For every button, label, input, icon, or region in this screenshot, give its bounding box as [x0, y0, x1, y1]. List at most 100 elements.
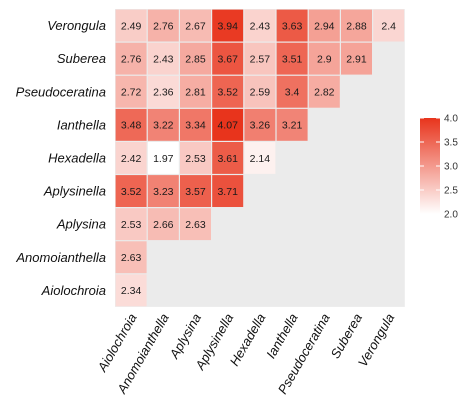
heatmap-cell: [180, 108, 211, 141]
cell-value-label: 2.81: [185, 87, 206, 99]
cell-value-label: 2.88: [346, 20, 367, 32]
cell-value-label: 2.82: [314, 87, 335, 99]
row-label: Aplysinella: [43, 184, 106, 199]
heatmap-cell: [180, 42, 211, 75]
cell-value-label: 2.9: [317, 53, 332, 65]
legend-tick-label: 3.0: [444, 162, 458, 173]
heatmap-cell: [373, 9, 405, 42]
heatmap-cell: [115, 142, 147, 174]
cell-value-label: 2.76: [153, 20, 174, 32]
cell-value-label: 2.49: [121, 20, 142, 32]
cell-value-label: 3.61: [217, 153, 238, 165]
heatmap-cell: [276, 108, 308, 141]
legend-colorbar: [420, 118, 440, 214]
heatmap-cell: [212, 175, 244, 207]
heatmap-cell: [180, 175, 211, 207]
cell-value-label: 3.52: [217, 87, 238, 99]
cell-value-label: 3.21: [282, 120, 303, 132]
cell-value-label: 2.72: [121, 87, 142, 99]
cell-value-label: 2.57: [250, 53, 271, 65]
heatmap-cell: [244, 42, 276, 75]
heatmap-cell: [244, 9, 276, 42]
cell-value-label: 2.85: [185, 53, 206, 65]
cell-value-label: 2.4: [381, 20, 396, 32]
heatmap-cell: [180, 75, 211, 108]
row-label: Verongula: [47, 18, 106, 33]
row-label: Pseudoceratina: [16, 84, 106, 99]
heatmap-cell: [147, 175, 179, 207]
cell-value-label: 3.51: [282, 53, 303, 65]
heatmap-cell: [212, 9, 244, 42]
heatmap-cell: [276, 42, 308, 75]
heatmap-cell: [212, 142, 244, 174]
cell-value-label: 3.23: [153, 186, 174, 198]
cell-value-label: 3.4: [285, 87, 300, 99]
legend-tick-label: 2.0: [444, 210, 458, 221]
row-label: Aplysina: [56, 217, 106, 232]
heatmap-cell: [115, 241, 147, 274]
cell-value-label: 3.57: [185, 186, 206, 198]
row-label: Suberea: [57, 51, 106, 66]
cell-value-label: 2.59: [250, 87, 271, 99]
heatmap-cell: [147, 208, 179, 241]
heatmap-cell: [147, 42, 179, 75]
heatmap-cell: [244, 108, 276, 141]
heatmap-cell: [180, 208, 211, 241]
cell-value-label: 2.43: [153, 53, 174, 65]
heatmap-cell: [308, 42, 340, 75]
cell-value-label: 3.67: [217, 53, 238, 65]
heatmap-cell: [147, 75, 179, 108]
cell-value-label: 2.63: [185, 219, 206, 231]
heatmap-cell: [115, 108, 147, 141]
cell-value-label: 2.53: [185, 153, 206, 165]
row-label: Anomoianthella: [15, 250, 106, 265]
heatmap-cell: [180, 9, 211, 42]
heatmap-cell: [147, 142, 179, 174]
heatmap-cell: [244, 75, 276, 108]
cell-value-label: 3.52: [121, 186, 142, 198]
heatmap-cell: [115, 42, 147, 75]
cell-value-label: 2.94: [314, 20, 335, 32]
heatmap-cell: [308, 75, 340, 108]
cell-value-label: 3.48: [121, 120, 142, 132]
heatmap-cell: [180, 142, 211, 174]
legend-tick-label: 3.5: [444, 138, 458, 149]
heatmap-cell: [341, 42, 372, 75]
cell-value-label: 2.14: [250, 153, 271, 165]
cell-value-label: 2.76: [121, 53, 142, 65]
cell-value-label: 2.91: [346, 53, 367, 65]
cell-value-label: 2.66: [153, 219, 174, 231]
heatmap-cell: [115, 208, 147, 241]
heatmap-cell: [147, 108, 179, 141]
legend-tick-label: 2.5: [444, 186, 458, 197]
heatmap-cell: [308, 9, 340, 42]
cell-value-label: 3.26: [250, 120, 271, 132]
heatmap-cell: [115, 9, 147, 42]
row-label: Aiolochroia: [41, 283, 106, 298]
heatmap-cell: [244, 142, 276, 174]
cell-value-label: 3.63: [282, 20, 303, 32]
heatmap-cell: [147, 9, 179, 42]
heatmap-cell: [115, 274, 147, 307]
cell-value-label: 2.53: [121, 219, 142, 231]
heatmap-cell: [115, 175, 147, 207]
heatmap-cell: [276, 9, 308, 42]
legend-tick-label: 4.0: [444, 114, 458, 125]
cell-value-label: 3.94: [217, 20, 238, 32]
heatmap-cell: [276, 75, 308, 108]
cell-value-label: 2.34: [121, 285, 142, 297]
cell-value-label: 1.97: [153, 153, 174, 165]
heatmap-cell: [212, 75, 244, 108]
cell-value-label: 2.63: [121, 252, 142, 264]
row-label: Ianthella: [57, 117, 106, 132]
cell-value-label: 2.43: [250, 20, 271, 32]
cell-value-label: 2.67: [185, 20, 206, 32]
cell-value-label: 3.34: [185, 120, 206, 132]
row-label: Hexadella: [48, 150, 106, 165]
cell-value-label: 2.36: [153, 87, 174, 99]
heatmap-cell: [341, 9, 372, 42]
heatmap-cell: [115, 75, 147, 108]
heatmap-cell: [212, 108, 244, 141]
cell-value-label: 2.42: [121, 153, 142, 165]
